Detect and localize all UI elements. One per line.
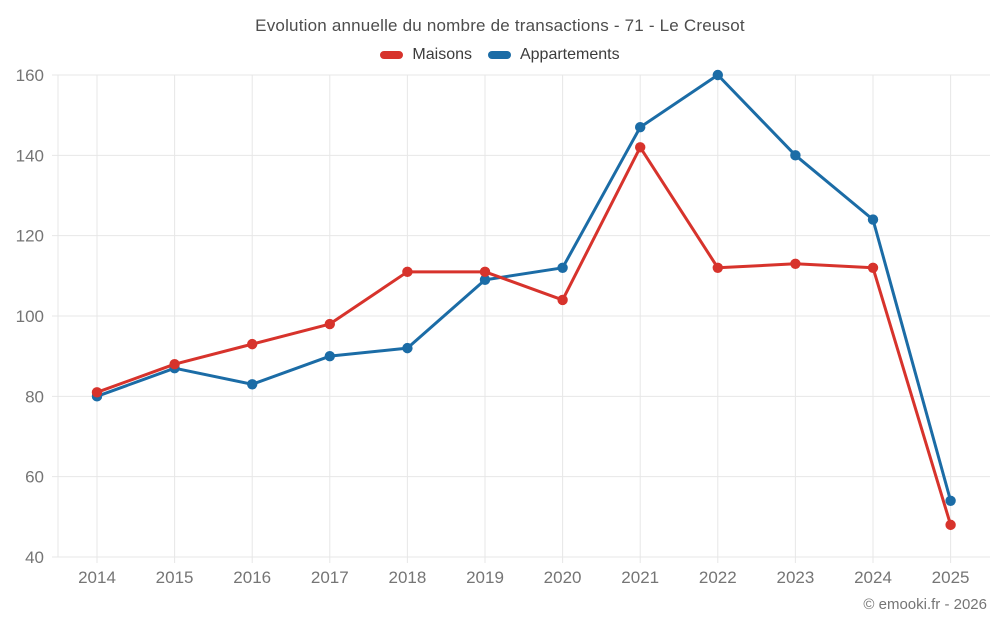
data-point-appartements-2025[interactable]: [945, 495, 956, 506]
x-tick-label: 2023: [776, 568, 814, 587]
data-point-appartements-2023[interactable]: [790, 150, 801, 161]
data-point-maisons-2022[interactable]: [712, 262, 723, 273]
series-line-maisons: [95, 145, 953, 527]
data-point-appartements-2022[interactable]: [712, 69, 723, 81]
y-tick-label: 120: [16, 227, 44, 246]
data-point-appartements-2021[interactable]: [635, 122, 646, 133]
data-point-appartements-2019[interactable]: [479, 274, 491, 286]
x-tick-label: 2020: [544, 568, 582, 587]
x-tick-label: 2017: [311, 568, 349, 587]
legend-label-maisons: Maisons: [412, 46, 472, 63]
y-tick-label: 140: [16, 146, 44, 165]
data-point-maisons-2021[interactable]: [635, 142, 646, 153]
series-line-appartements: [95, 73, 953, 503]
series-maisons: [91, 142, 956, 531]
data-point-maisons-2023[interactable]: [790, 258, 801, 269]
data-point-appartements-2024[interactable]: [867, 214, 879, 225]
data-point-maisons-2024[interactable]: [867, 262, 879, 273]
y-tick-label: 160: [16, 66, 44, 85]
data-point-appartements-2020[interactable]: [557, 262, 568, 273]
legend-label-appartements: Appartements: [519, 46, 620, 63]
gridlines: [52, 74, 990, 563]
legend-item-maisons[interactable]: Maisons: [380, 46, 472, 64]
y-tick-label: 80: [25, 387, 44, 406]
x-tick-label: 2025: [932, 568, 970, 587]
x-tick-label: 2014: [78, 568, 116, 587]
x-tick-label: 2016: [233, 568, 271, 587]
chart-title: Evolution annuelle du nombre de transact…: [255, 16, 745, 35]
x-tick-label: 2019: [466, 568, 504, 587]
data-point-maisons-2014[interactable]: [91, 387, 103, 398]
y-tick-label: 40: [25, 548, 44, 567]
x-tick-label: 2024: [854, 568, 892, 587]
x-tick-label: 2021: [621, 568, 659, 587]
data-point-maisons-2017[interactable]: [324, 318, 335, 330]
data-point-maisons-2019[interactable]: [479, 266, 491, 278]
x-tick-label: 2022: [699, 568, 737, 587]
data-point-maisons-2020[interactable]: [557, 294, 568, 306]
copyright-watermark: © emooki.fr - 2026: [863, 596, 987, 613]
chart-legend: Maisons Appartements: [0, 46, 1000, 64]
data-point-maisons-2016[interactable]: [247, 338, 258, 350]
data-point-maisons-2015[interactable]: [169, 359, 180, 370]
data-point-appartements-2017[interactable]: [324, 350, 335, 362]
maisons-color-swatch: [380, 51, 404, 59]
y-tick-label: 100: [16, 307, 44, 326]
x-tick-label: 2018: [388, 568, 426, 587]
appartements-color-swatch: [487, 51, 511, 59]
data-point-appartements-2018[interactable]: [402, 342, 413, 354]
legend-item-appartements[interactable]: Appartements: [487, 46, 620, 64]
y-tick-label: 60: [25, 468, 44, 487]
series-appartements: [91, 69, 956, 506]
data-point-maisons-2018[interactable]: [402, 266, 413, 278]
data-point-appartements-2016[interactable]: [247, 379, 258, 390]
data-point-maisons-2025[interactable]: [945, 519, 956, 531]
x-tick-label: 2015: [156, 568, 194, 587]
